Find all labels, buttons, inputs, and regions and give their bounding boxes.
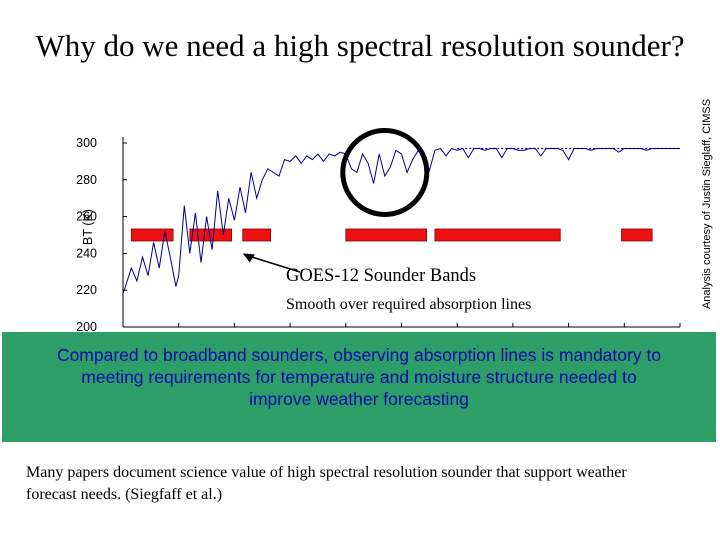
- banner-line: meeting requirements for temperature and…: [81, 367, 637, 387]
- banner-line: Compared to broadband sounders, observin…: [56, 345, 662, 365]
- chart-annotations: GOES-12 Sounder Bands Smooth over require…: [242, 99, 713, 313]
- y-tick-label: 220: [76, 283, 97, 297]
- sounder-band: [345, 228, 427, 242]
- bands-label: GOES-12 Sounder Bands: [286, 266, 476, 286]
- banner-line: improve weather forecasting: [249, 389, 469, 409]
- y-tick-label: 200: [76, 320, 97, 334]
- sounder-band: [621, 228, 653, 242]
- y-tick-label: 240: [76, 246, 97, 260]
- credit-text: Analysis courtesy of Justin Sieglaff, CI…: [701, 99, 713, 309]
- arrow-shaft: [246, 254, 301, 273]
- y-tick-label: 300: [76, 136, 97, 150]
- y-tick-label: 260: [76, 210, 97, 224]
- sounder-band: [242, 228, 272, 242]
- sounder-band: [434, 228, 561, 242]
- highlight-circle: [340, 127, 430, 217]
- sounder-band: [130, 228, 174, 242]
- arrow-head: [242, 253, 255, 263]
- y-tick-label: 280: [76, 173, 97, 187]
- body-line: Many papers document science value of hi…: [26, 464, 627, 481]
- sounder-bands: [130, 228, 653, 242]
- smooth-label: Smooth over required absorption lines: [286, 296, 531, 313]
- spectrum-series: [122, 147, 680, 295]
- body-line: forecast needs. (Siegfaff et al.): [26, 486, 223, 503]
- slide-title: Why do we need a high spectral resolutio…: [35, 28, 685, 63]
- summary-banner: Compared to broadband sounders, observin…: [2, 332, 716, 442]
- body-paragraph: Many papers document science value of hi…: [26, 462, 716, 506]
- y-axis-label: BT (K): [81, 209, 95, 245]
- spectrum-line: [122, 147, 680, 295]
